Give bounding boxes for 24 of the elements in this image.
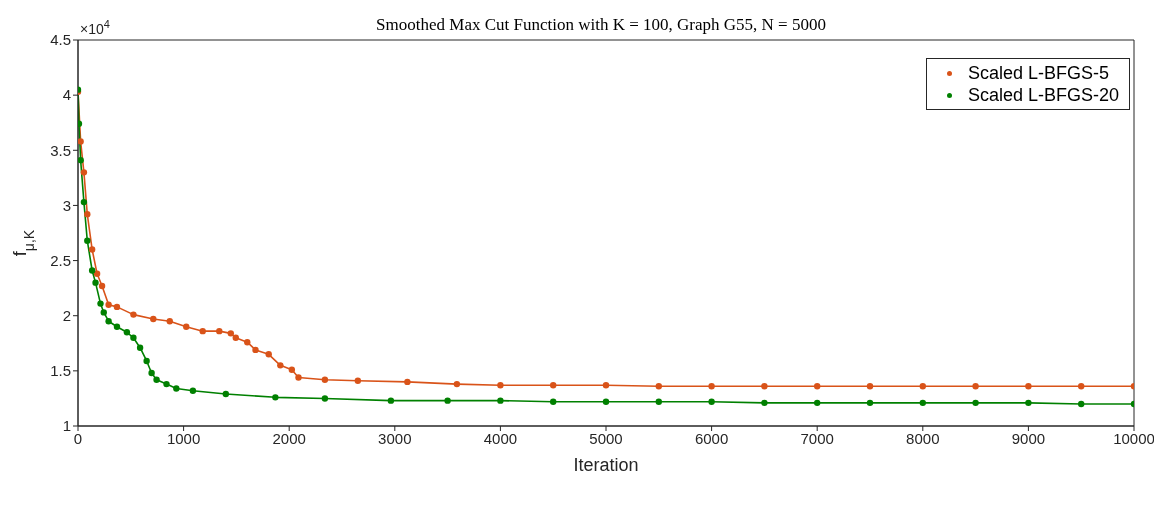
x-tick-label: 4000 <box>483 429 518 447</box>
x-axis-title: Iteration <box>573 455 639 475</box>
y-tick-label: 2 <box>62 307 71 325</box>
x-tick-label: 9000 <box>1011 429 1046 447</box>
y-tick-label: 4 <box>62 86 71 104</box>
x-tick-label: 10000 <box>1113 429 1155 447</box>
legend-label: Scaled L-BFGS-20 <box>967 84 1119 106</box>
y-tick-label: 4.5 <box>50 31 71 49</box>
y-tick-label: 3.5 <box>50 141 71 159</box>
y-tick-label: 1 <box>62 417 71 435</box>
chart-title: Smoothed Max Cut Function with K = 100, Graph G55, N = 5000 <box>376 15 826 34</box>
x-tick-label: 3000 <box>378 429 412 447</box>
y-tick-label: 2.5 <box>50 251 71 269</box>
x-tick-label: 1000 <box>166 429 201 447</box>
x-tick-label: 7000 <box>800 429 834 447</box>
x-tick-label: 8000 <box>906 429 940 447</box>
y-tick-label: 3 <box>62 196 71 214</box>
y-tick-label: 1.5 <box>50 362 71 380</box>
legend-label: Scaled L-BFGS-5 <box>967 62 1109 84</box>
x-tick-label: 6000 <box>694 429 729 447</box>
x-tick-label: 0 <box>73 429 83 447</box>
x-tick-label: 5000 <box>589 429 623 447</box>
text: ×10$^{4}$ <box>80 18 110 37</box>
x-tick-label: 2000 <box>272 429 306 447</box>
